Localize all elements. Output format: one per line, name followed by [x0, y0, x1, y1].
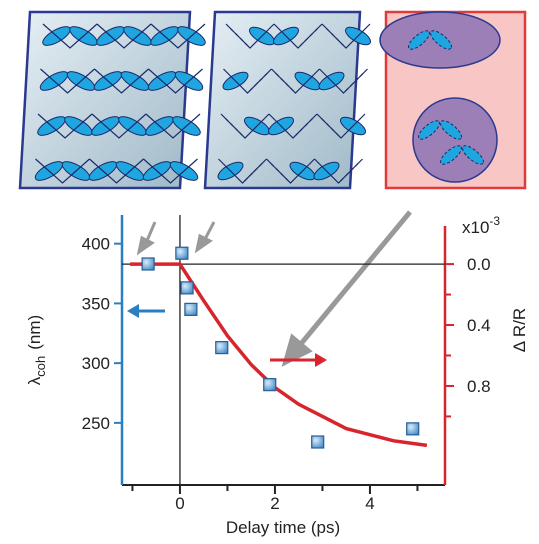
arrow — [298, 210, 412, 347]
y2-scale-exp: -3 — [489, 214, 500, 228]
chevron — [271, 68, 320, 94]
marker — [311, 435, 325, 449]
molecule — [418, 120, 440, 140]
chevron — [220, 113, 270, 139]
marker — [215, 341, 229, 355]
chevron — [143, 158, 198, 184]
chevron — [145, 113, 201, 139]
chevron — [42, 23, 98, 49]
y-tick-label: 250 — [82, 414, 110, 433]
y2-tick-label: 0.0 — [467, 255, 491, 274]
y2-axis-label: Δ R/R — [510, 308, 529, 352]
fit-line — [130, 262, 428, 448]
arrow-head — [281, 333, 313, 367]
chevron — [96, 23, 152, 49]
chevron — [225, 23, 275, 49]
y2-tick-label: 0.4 — [467, 316, 491, 335]
pointer-arrows — [136, 210, 412, 367]
arrow-head — [194, 233, 213, 254]
axis-arrow-head — [127, 304, 139, 318]
marker — [184, 302, 198, 316]
marker — [406, 422, 420, 436]
y2-scale-base: x10 — [462, 218, 489, 237]
x-tick-label: 4 — [365, 494, 374, 513]
chevron — [148, 68, 203, 94]
arrow-head — [136, 235, 155, 256]
y-tick-label: 350 — [82, 294, 110, 313]
chevron — [321, 23, 371, 49]
y2-scale: x10-3 — [462, 214, 500, 237]
chevron — [266, 158, 315, 184]
molecule — [440, 145, 462, 165]
marker — [175, 246, 189, 260]
chevron — [35, 158, 90, 184]
molecule — [440, 120, 462, 140]
chevron — [91, 113, 147, 139]
y-tick-label: 400 — [82, 235, 110, 254]
y-axis-label-symbol: λ — [25, 376, 44, 385]
x-tick-label: 0 — [175, 494, 184, 513]
y-axis-label-sub: coh — [33, 356, 48, 377]
chevron — [316, 113, 366, 139]
molecule — [430, 30, 452, 50]
marker — [263, 378, 277, 392]
y-axis-label-unit: (nm) — [25, 315, 44, 350]
axis-arrow-head — [315, 353, 327, 367]
y-tick-label: 300 — [82, 354, 110, 373]
panel-disordered — [203, 10, 362, 190]
schematic-panels — [18, 10, 527, 190]
chevron — [223, 68, 272, 94]
chevron — [37, 113, 93, 139]
molecule — [462, 145, 484, 165]
marker — [141, 257, 155, 271]
chevron — [218, 158, 267, 184]
x-axis-label: Delay time (ps) — [226, 518, 340, 537]
marker — [180, 281, 194, 295]
y-axis-label: λcoh (nm) — [25, 315, 48, 385]
chevron — [314, 158, 363, 184]
y2-tick-label: 0.8 — [467, 377, 491, 396]
domain — [412, 97, 498, 183]
chevron — [40, 68, 95, 94]
panel-ordered — [18, 10, 192, 190]
chevron — [150, 23, 206, 49]
chevron — [268, 113, 318, 139]
molecule — [408, 30, 430, 50]
chevron — [94, 68, 149, 94]
chevron — [319, 68, 368, 94]
chevron — [273, 23, 323, 49]
x-tick-label: 2 — [270, 494, 279, 513]
chevron — [89, 158, 144, 184]
